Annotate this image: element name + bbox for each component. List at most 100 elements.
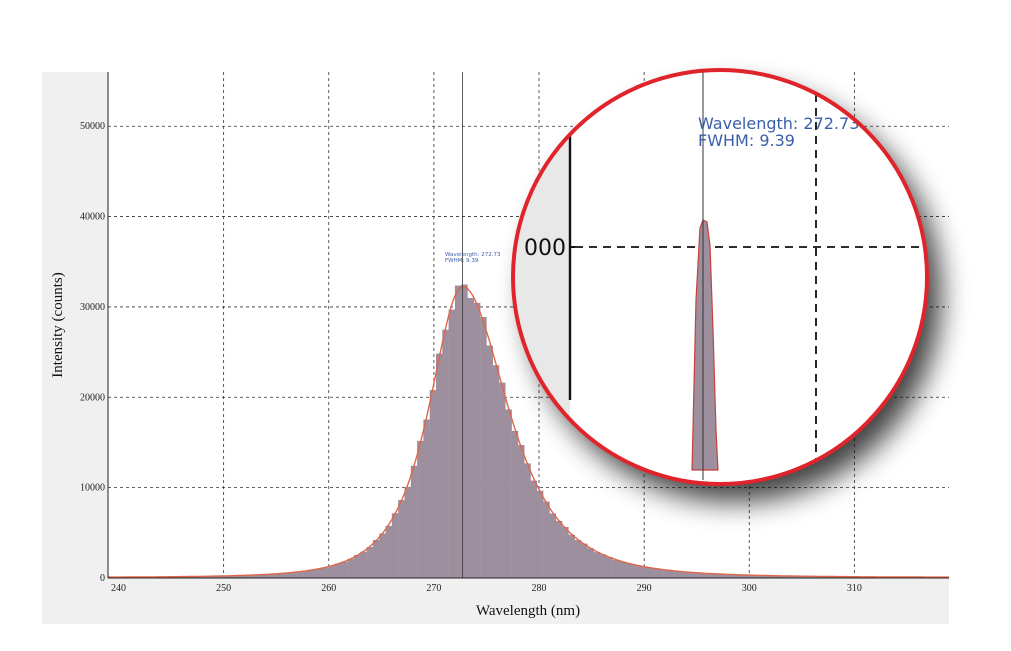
histogram-bar <box>801 576 809 578</box>
histogram-bar <box>385 525 393 578</box>
histogram-bar <box>177 576 184 578</box>
histogram-bar <box>568 534 575 578</box>
histogram-bar <box>612 559 620 578</box>
x-tick-label: 300 <box>742 583 757 594</box>
histogram-bar <box>524 463 531 578</box>
histogram-bar <box>221 575 229 578</box>
histogram-bar <box>713 573 721 578</box>
histogram-bar <box>398 500 405 578</box>
y-tick-label: 20000 <box>80 392 105 403</box>
histogram-bar <box>309 569 317 578</box>
zoom-ring <box>511 68 929 486</box>
histogram-bar <box>770 575 777 578</box>
zoom-fwhm-label: FWHM: 9.39 <box>698 131 795 150</box>
zoom-inset <box>513 70 927 484</box>
histogram-bar <box>827 576 834 578</box>
histogram-bar <box>202 576 210 578</box>
histogram-bar <box>719 574 727 578</box>
histogram-bar <box>511 430 519 578</box>
histogram-bar <box>461 284 468 578</box>
cursor-fwhm-label: FWHM: 9.39 <box>445 258 479 264</box>
x-tick-label: 280 <box>532 583 547 594</box>
histogram-bar <box>606 557 613 578</box>
histogram-bar <box>644 567 651 578</box>
histogram-bar <box>379 533 386 578</box>
histogram-bar <box>581 543 588 578</box>
histogram-bar <box>284 572 292 578</box>
histogram-bar <box>505 409 512 578</box>
histogram-bar <box>732 574 739 578</box>
histogram-bar <box>360 551 367 578</box>
histogram-bar <box>278 573 285 578</box>
x-tick-label: 290 <box>637 583 652 594</box>
histogram-bar <box>555 520 563 578</box>
histogram-bar <box>549 513 557 578</box>
histogram-bar <box>618 561 626 578</box>
x-tick-label: 310 <box>847 583 862 594</box>
histogram-bar <box>429 390 437 578</box>
histogram-bar <box>410 465 418 578</box>
y-tick-label: 0 <box>100 573 105 584</box>
histogram-bar <box>536 490 544 578</box>
histogram-bar <box>253 574 260 578</box>
histogram-bar <box>480 317 487 578</box>
x-axis-title: Wavelength (nm) <box>476 603 580 619</box>
histogram-bar <box>751 575 758 578</box>
x-tick-label: 260 <box>321 583 336 594</box>
x-tick-label: 250 <box>216 583 231 594</box>
x-tick-label: 270 <box>426 583 441 594</box>
histogram-bar <box>669 570 676 578</box>
histogram-bar <box>839 576 847 578</box>
histogram-bar <box>776 575 784 578</box>
histogram-bar <box>442 329 449 578</box>
histogram-bar <box>240 575 247 578</box>
histogram-bar <box>454 285 462 578</box>
histogram-bar <box>353 555 361 578</box>
histogram-bar <box>417 440 424 578</box>
histogram-bar <box>183 576 191 578</box>
histogram-bar <box>335 563 342 578</box>
histogram-bar <box>322 567 329 578</box>
histogram-bar <box>517 444 525 578</box>
histogram-bar <box>599 554 607 578</box>
histogram-bar <box>423 419 430 578</box>
y-tick-labels: 0 10000 20000 30000 40000 50000 <box>80 121 105 584</box>
histogram-bar <box>814 576 821 578</box>
histogram-bar <box>347 558 355 578</box>
histogram-bar <box>467 298 475 578</box>
histogram-bar <box>587 548 594 578</box>
histogram-bar <box>631 564 639 578</box>
histogram-bar <box>820 576 828 578</box>
histogram-bar <box>745 575 752 578</box>
histogram-bar <box>625 562 632 578</box>
histogram-bar <box>189 576 197 578</box>
histogram-bar <box>663 569 670 578</box>
histogram-bar <box>265 574 273 578</box>
histogram-bar <box>707 573 714 578</box>
histogram-bar <box>650 568 657 578</box>
histogram-bar <box>593 552 601 578</box>
histogram-bar <box>700 573 708 578</box>
histogram-bar <box>486 345 493 578</box>
histogram-bar <box>372 540 380 578</box>
histogram-bar <box>391 513 399 578</box>
histogram-bar <box>782 575 790 578</box>
histogram-bar <box>726 574 733 578</box>
histogram-bar <box>290 572 298 578</box>
histogram-bar <box>789 576 796 578</box>
zoom-peak <box>691 219 719 471</box>
histogram-bar <box>259 574 266 578</box>
histogram-bar <box>530 480 538 578</box>
histogram-bar <box>656 569 664 578</box>
zoom-tick-label: 000 <box>524 236 566 261</box>
histogram-bar <box>473 302 481 578</box>
histogram-bar <box>316 568 323 578</box>
histogram-bar <box>246 575 254 578</box>
histogram-bar <box>366 547 374 578</box>
histogram-bar <box>763 575 771 578</box>
histogram-bar <box>757 575 765 578</box>
histogram-bar <box>681 571 689 578</box>
histogram-bar <box>574 540 582 578</box>
y-tick-label: 40000 <box>80 212 105 223</box>
